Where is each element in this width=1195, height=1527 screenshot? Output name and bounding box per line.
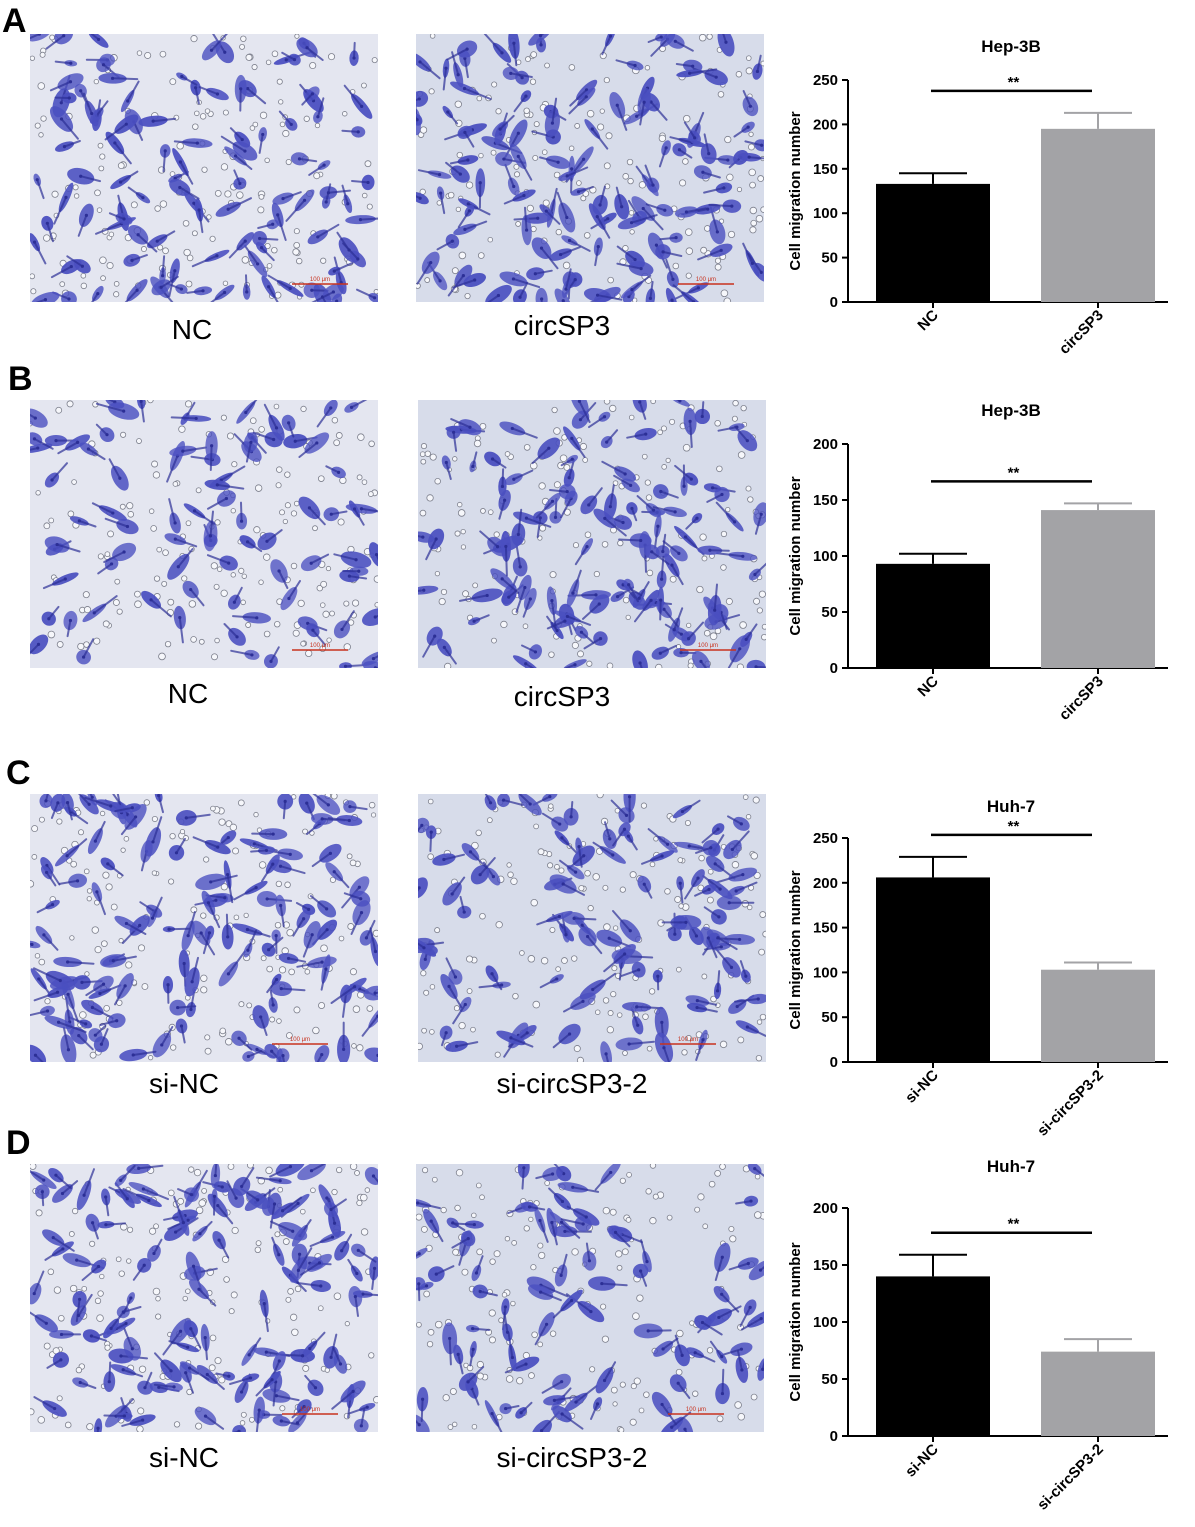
scale-bar-label: 100 μm [678, 1037, 698, 1043]
micrograph-caption: circSP3 [513, 310, 611, 341]
micrograph-d-si-circsp3-2: 100 μm [416, 1164, 764, 1432]
micrograph-d-si-nc: 100 μm [30, 1164, 378, 1432]
y-tick-label: 100 [813, 964, 838, 981]
micrograph-caption: si-NC [149, 1442, 219, 1473]
x-tick-label: circSP3 [1056, 673, 1107, 724]
scale-bar-label: 100 μm [696, 277, 716, 283]
scale-bar-label: 100 μm [310, 277, 330, 283]
scale-bar: 100 μm [292, 643, 348, 651]
y-tick-label: 100 [813, 548, 838, 565]
panel-letter-b: B [8, 360, 33, 398]
y-tick-label: 200 [813, 875, 838, 892]
micrograph-caption: NC [171, 314, 213, 345]
stained-cells [30, 794, 378, 1062]
micrograph-c-si-circsp3-2: 100 μm [418, 794, 766, 1062]
panel-letter-a: A [2, 2, 27, 40]
scale-bar: 100 μm [282, 1407, 338, 1415]
scale-bar-label: 100 μm [310, 643, 330, 649]
y-tick-label: 150 [813, 492, 838, 509]
scale-bar-label: 100 μm [686, 1407, 706, 1413]
bar-chart-a: Hep-3B Cell migration number 0 50 100 150 200 2… [787, 37, 1168, 358]
y-tick-label: 100 [813, 1314, 838, 1331]
chart-title: Huh-7 [987, 797, 1035, 816]
micrograph-a-circsp3: 100 μm [416, 34, 764, 302]
bar-nc [876, 183, 990, 302]
bar-si-circsp3-2 [1041, 1351, 1155, 1436]
scale-bar: 100 μm [680, 643, 736, 651]
stained-cells [30, 34, 378, 302]
x-tick-label: si-circSP3-2 [1034, 1441, 1107, 1514]
panel-letter-d: D [6, 1124, 31, 1162]
micrograph-caption: si-circSP3-2 [496, 1068, 648, 1099]
y-tick-label: 150 [813, 920, 838, 937]
scale-bar-label: 100 μm [290, 1037, 310, 1043]
scale-bar: 100 μm [678, 277, 734, 285]
x-tick-label: si-NC [902, 1067, 942, 1107]
stained-cells [418, 794, 766, 1062]
x-tick-label: NC [914, 307, 941, 334]
y-tick-label: 50 [821, 250, 838, 267]
y-tick-label: 150 [813, 161, 838, 178]
y-tick-label: 250 [813, 72, 838, 89]
bar-circsp3 [1041, 510, 1155, 668]
y-axis-label: Cell migration number [787, 111, 804, 270]
scale-bar: 100 μm [668, 1407, 724, 1415]
stained-cells [30, 400, 378, 668]
micrograph-caption: circSP3 [513, 681, 611, 712]
bar-chart-d: Huh-7 Cell migration number 0 50 100 150 200 si… [787, 1157, 1168, 1514]
y-axis-label: Cell migration number [787, 870, 804, 1029]
bar-si-nc [876, 1276, 990, 1436]
y-tick-label: 0 [830, 660, 838, 677]
scale-bar-label: 100 μm [698, 643, 718, 649]
panel-letter-c: C [6, 754, 31, 792]
stained-cells [416, 34, 764, 302]
micrograph-b-circsp3: 100 μm [418, 400, 766, 668]
y-tick-label: 50 [821, 604, 838, 621]
bar-chart-b: Hep-3B Cell migration number 0 50 100 150 200 N… [787, 401, 1168, 724]
significance-label: ** [1008, 464, 1020, 481]
bar-si-nc [876, 877, 990, 1062]
bar-si-circsp3-2 [1041, 969, 1155, 1062]
bar-chart-c: Huh-7 Cell migration number 0 50 100 150 200 25… [787, 797, 1168, 1140]
significance-label: ** [1008, 74, 1020, 91]
micrograph-c-si-nc: 100 μm [30, 794, 378, 1062]
y-tick-label: 0 [830, 1428, 838, 1445]
scale-bar: 100 μm [272, 1037, 328, 1045]
micrograph-b-nc: 100 μm [30, 400, 378, 668]
y-tick-label: 50 [821, 1009, 838, 1026]
scale-bar: 100 μm [660, 1037, 716, 1045]
significance-label: ** [1008, 1216, 1020, 1233]
y-tick-label: 150 [813, 1257, 838, 1274]
y-tick-label: 0 [830, 294, 838, 311]
stained-cells [416, 1164, 764, 1432]
y-tick-label: 0 [830, 1054, 838, 1071]
micrograph-caption: NC [167, 678, 209, 709]
stained-cells [418, 400, 766, 668]
x-tick-label: NC [914, 673, 941, 700]
y-axis-label: Cell migration number [787, 476, 804, 635]
significance-label: ** [1008, 818, 1020, 835]
y-axis-label: Cell migration number [787, 1242, 804, 1401]
x-tick-label: circSP3 [1056, 307, 1107, 358]
y-tick-label: 100 [813, 205, 838, 222]
bar-circsp3 [1041, 128, 1155, 302]
x-tick-label: si-NC [902, 1441, 942, 1481]
chart-title: Hep-3B [981, 401, 1041, 420]
y-tick-label: 200 [813, 116, 838, 133]
scale-bar-label: 100 μm [300, 1407, 320, 1413]
micrograph-caption: si-NC [149, 1068, 219, 1099]
y-tick-label: 250 [813, 830, 838, 847]
chart-title: Hep-3B [981, 37, 1041, 56]
y-tick-label: 200 [813, 1200, 838, 1217]
scale-bar: 100 μm [292, 277, 348, 285]
micrograph-caption: si-circSP3-2 [496, 1442, 648, 1473]
stained-cells [30, 1164, 378, 1432]
bar-nc [876, 563, 990, 668]
y-tick-label: 200 [813, 436, 838, 453]
x-tick-label: si-circSP3-2 [1034, 1067, 1107, 1140]
micrograph-a-nc: 100 μm [30, 34, 378, 302]
y-tick-label: 50 [821, 1371, 838, 1388]
chart-title: Huh-7 [987, 1157, 1035, 1176]
